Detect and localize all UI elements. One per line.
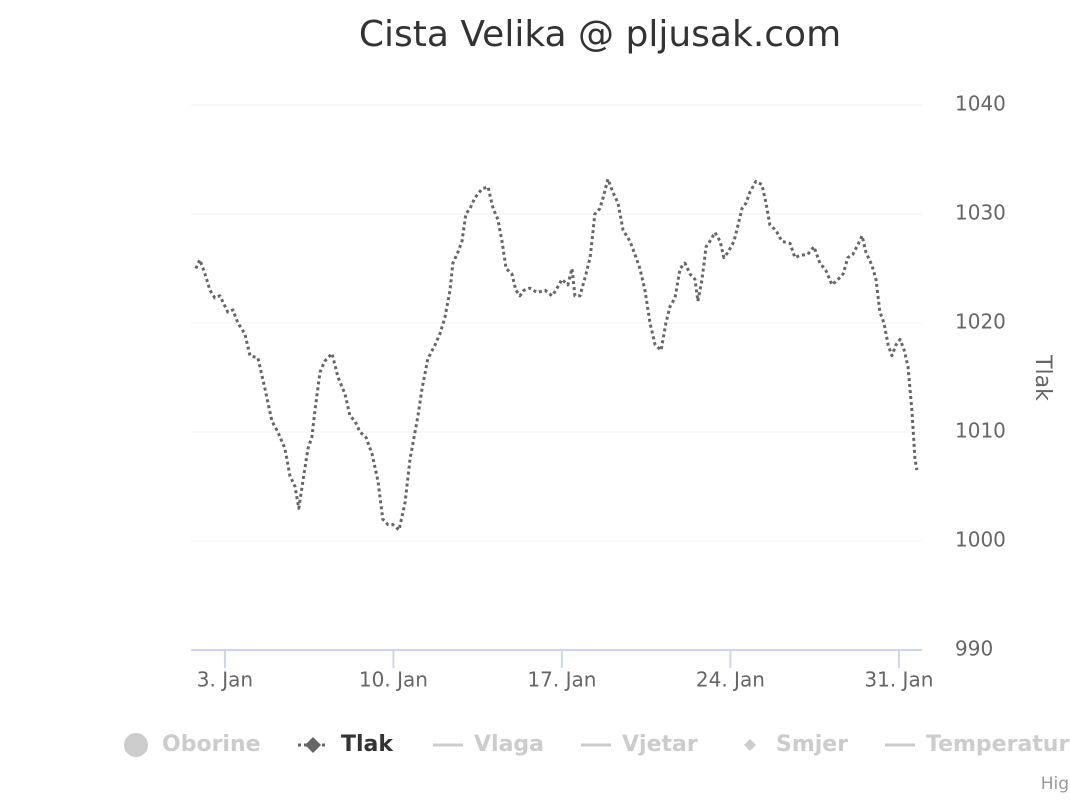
legend-item[interactable]: Temperatur [926, 732, 1069, 757]
chart-title: Cista Velika @ pljusak.com [359, 14, 841, 55]
y-tick-label: 1000 [955, 528, 1006, 552]
x-tick-label: 10. Jan [359, 668, 428, 692]
y-tick-label: 1030 [955, 201, 1006, 225]
y-tick-label: 1040 [955, 92, 1006, 116]
legend-symbol [305, 737, 321, 753]
y-tick-label: 1010 [955, 419, 1006, 443]
x-tick-label: 17. Jan [527, 668, 596, 692]
legend-item[interactable]: Oborine [162, 732, 261, 757]
line-series [194, 177, 919, 532]
y-axis-title: Tlak [1030, 354, 1055, 401]
y-tick-label: 1020 [955, 310, 1006, 334]
legend-item[interactable]: Vjetar [622, 732, 698, 757]
legend-item[interactable]: Vlaga [474, 732, 544, 757]
legend-item[interactable]: Tlak [341, 732, 394, 757]
legend-symbol [744, 739, 756, 751]
legend-item[interactable]: Smjer [776, 732, 848, 757]
y-tick-label: 990 [955, 637, 993, 661]
credits[interactable]: Hig [1041, 774, 1069, 794]
x-tick-label: 3. Jan [197, 668, 253, 692]
legend-symbol [124, 733, 148, 757]
x-tick-label: 24. Jan [696, 668, 765, 692]
x-tick-label: 31. Jan [864, 668, 933, 692]
